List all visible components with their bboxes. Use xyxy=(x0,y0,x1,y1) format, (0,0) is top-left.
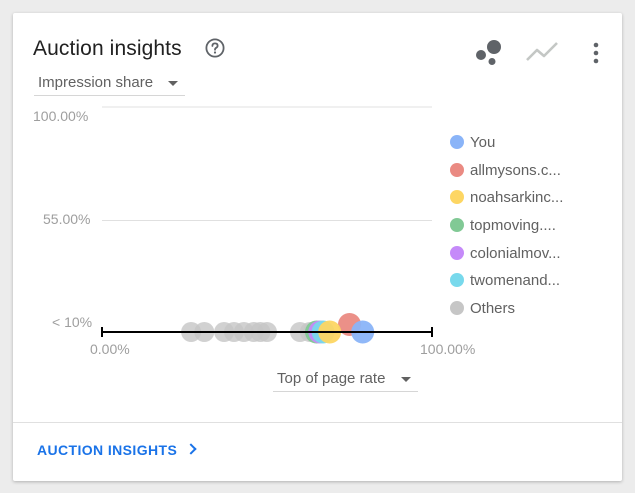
legend-label: allmysons.c... xyxy=(470,161,561,179)
legend-label: Others xyxy=(470,300,516,318)
y-tick-label: 55.00% xyxy=(43,211,91,227)
auction-insights-link[interactable]: AUCTION INSIGHTS xyxy=(37,442,197,458)
caret-down-icon xyxy=(401,377,411,382)
x-tick-label: 100.00% xyxy=(420,341,476,357)
legend-label: twomenand... xyxy=(470,272,561,290)
legend-item-allmysons[interactable]: allmysons.c... xyxy=(449,162,599,190)
legend-label: You xyxy=(470,134,496,151)
legend-item-topmoving[interactable]: topmoving.... xyxy=(449,217,599,245)
legend-item-you[interactable]: You xyxy=(449,134,599,162)
chart-legend: You allmysons.c... noahsarkinc... topmov… xyxy=(449,134,599,328)
legend-label: topmoving.... xyxy=(470,217,556,235)
legend-swatch xyxy=(450,301,464,316)
x-metric-label: Top of page rate xyxy=(277,370,386,387)
card-title: Auction insights xyxy=(33,37,182,60)
x-tick-label: 0.00% xyxy=(90,341,130,357)
chevron-right-icon xyxy=(185,443,197,455)
legend-swatch xyxy=(450,273,464,288)
legend-item-colonialmov[interactable]: colonialmov... xyxy=(449,245,599,273)
bubble-chart-icon[interactable] xyxy=(473,39,505,67)
auction-insights-link-label: AUCTION INSIGHTS xyxy=(37,442,178,458)
line-chart-icon[interactable] xyxy=(525,40,559,64)
y-metric-dropdown[interactable]: Impression share xyxy=(34,71,185,96)
legend-swatch xyxy=(450,135,464,149)
legend-swatch xyxy=(450,162,464,177)
x-metric-dropdown[interactable]: Top of page rate xyxy=(273,367,418,392)
auction-insights-card: Auction insights Impression share 100.00… xyxy=(13,13,622,481)
y-tick-label: 100.00% xyxy=(33,108,89,124)
legend-swatch xyxy=(450,245,464,260)
legend-swatch xyxy=(450,190,464,205)
help-circle-icon[interactable] xyxy=(205,38,225,58)
caret-down-icon xyxy=(168,81,178,86)
footer-divider xyxy=(13,422,622,423)
y-metric-label: Impression share xyxy=(38,74,154,91)
more-vert-icon[interactable] xyxy=(589,40,603,66)
legend-label: noahsarkinc... xyxy=(470,189,564,207)
legend-item-noahsarkinc[interactable]: noahsarkinc... xyxy=(449,189,599,217)
legend-label: colonialmov... xyxy=(470,244,561,262)
scatter-chart xyxy=(101,106,433,344)
y-tick-label: < 10% xyxy=(52,314,93,330)
legend-item-others[interactable]: Others xyxy=(449,300,599,328)
legend-item-twomenand[interactable]: twomenand... xyxy=(449,272,599,300)
legend-swatch xyxy=(450,218,464,233)
